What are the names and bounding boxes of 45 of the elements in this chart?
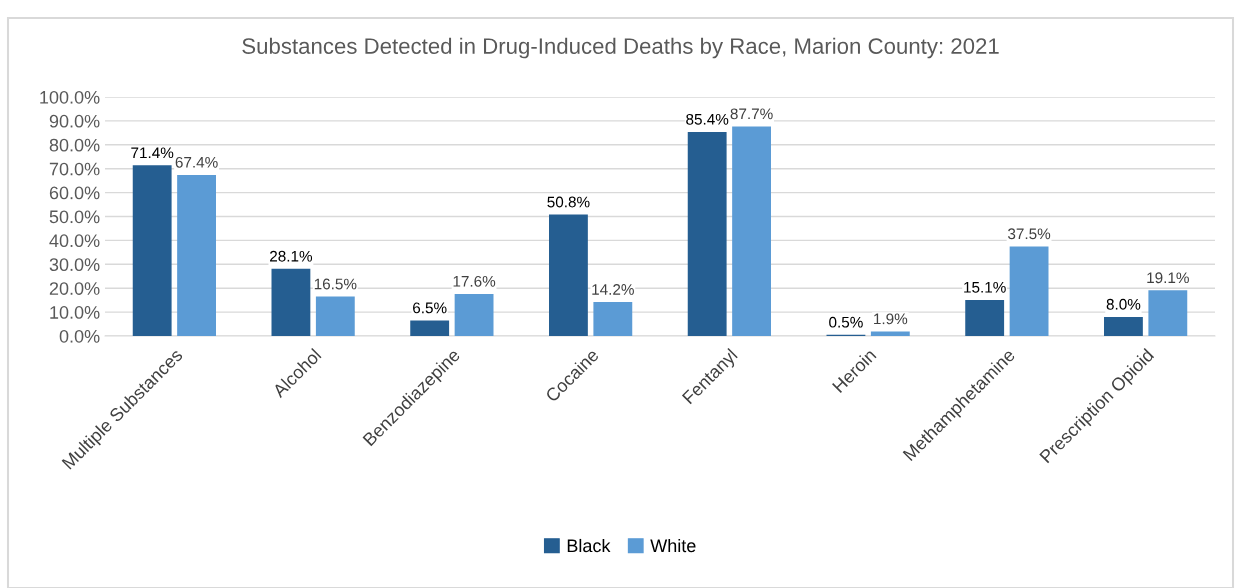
bar: [132, 165, 172, 336]
y-tick-label: 70.0%: [49, 162, 100, 176]
bar: [454, 293, 494, 336]
data-label: 28.1%: [270, 250, 313, 262]
data-label: 19.1%: [1147, 272, 1189, 284]
bar: [315, 296, 355, 336]
data-label: 87.7%: [730, 108, 773, 120]
data-label: 85.4%: [686, 113, 729, 125]
bar: [1104, 316, 1143, 336]
data-label: 37.5%: [1008, 228, 1051, 240]
data-label: 1.9%: [874, 313, 908, 325]
y-tick-label: 30.0%: [49, 258, 100, 272]
bar: [410, 320, 450, 336]
data-label: 17.6%: [453, 275, 496, 287]
chart-title: Substances Detected in Drug-Induced Deaths by Race, Marion County: 2021: [242, 37, 999, 59]
data-label: 16.5%: [314, 278, 357, 290]
bar: [549, 214, 588, 336]
legend-label: White: [650, 538, 696, 553]
bar: [271, 268, 311, 336]
y-tick-label: 0.0%: [59, 329, 100, 343]
bar: [1009, 246, 1049, 336]
legend-label: Black: [567, 538, 611, 553]
y-tick-label: 60.0%: [49, 186, 100, 200]
bar: [870, 331, 910, 336]
data-label: 6.5%: [413, 302, 447, 314]
y-tick-label: 80.0%: [49, 138, 100, 152]
bar: [732, 126, 771, 336]
data-label: 71.4%: [131, 147, 174, 159]
bar: [965, 299, 1005, 336]
y-tick-label: 10.0%: [50, 306, 100, 319]
y-tick-label: 40.0%: [49, 234, 100, 248]
data-label: 0.5%: [829, 316, 863, 328]
bar: [177, 174, 216, 336]
y-tick-label: 50.0%: [49, 210, 100, 224]
bar: [1148, 290, 1188, 336]
data-label: 8.0%: [1106, 298, 1141, 310]
y-tick-label: 100.0%: [40, 90, 100, 104]
y-tick-label: 20.0%: [49, 282, 100, 295]
y-tick-label: 90.0%: [49, 114, 100, 128]
bar: [593, 302, 633, 336]
data-label: 50.8%: [547, 196, 590, 208]
data-label: 15.1%: [964, 281, 1006, 293]
data-label: 67.4%: [175, 156, 218, 168]
bar: [687, 131, 727, 336]
data-label: 14.2%: [592, 284, 634, 295]
